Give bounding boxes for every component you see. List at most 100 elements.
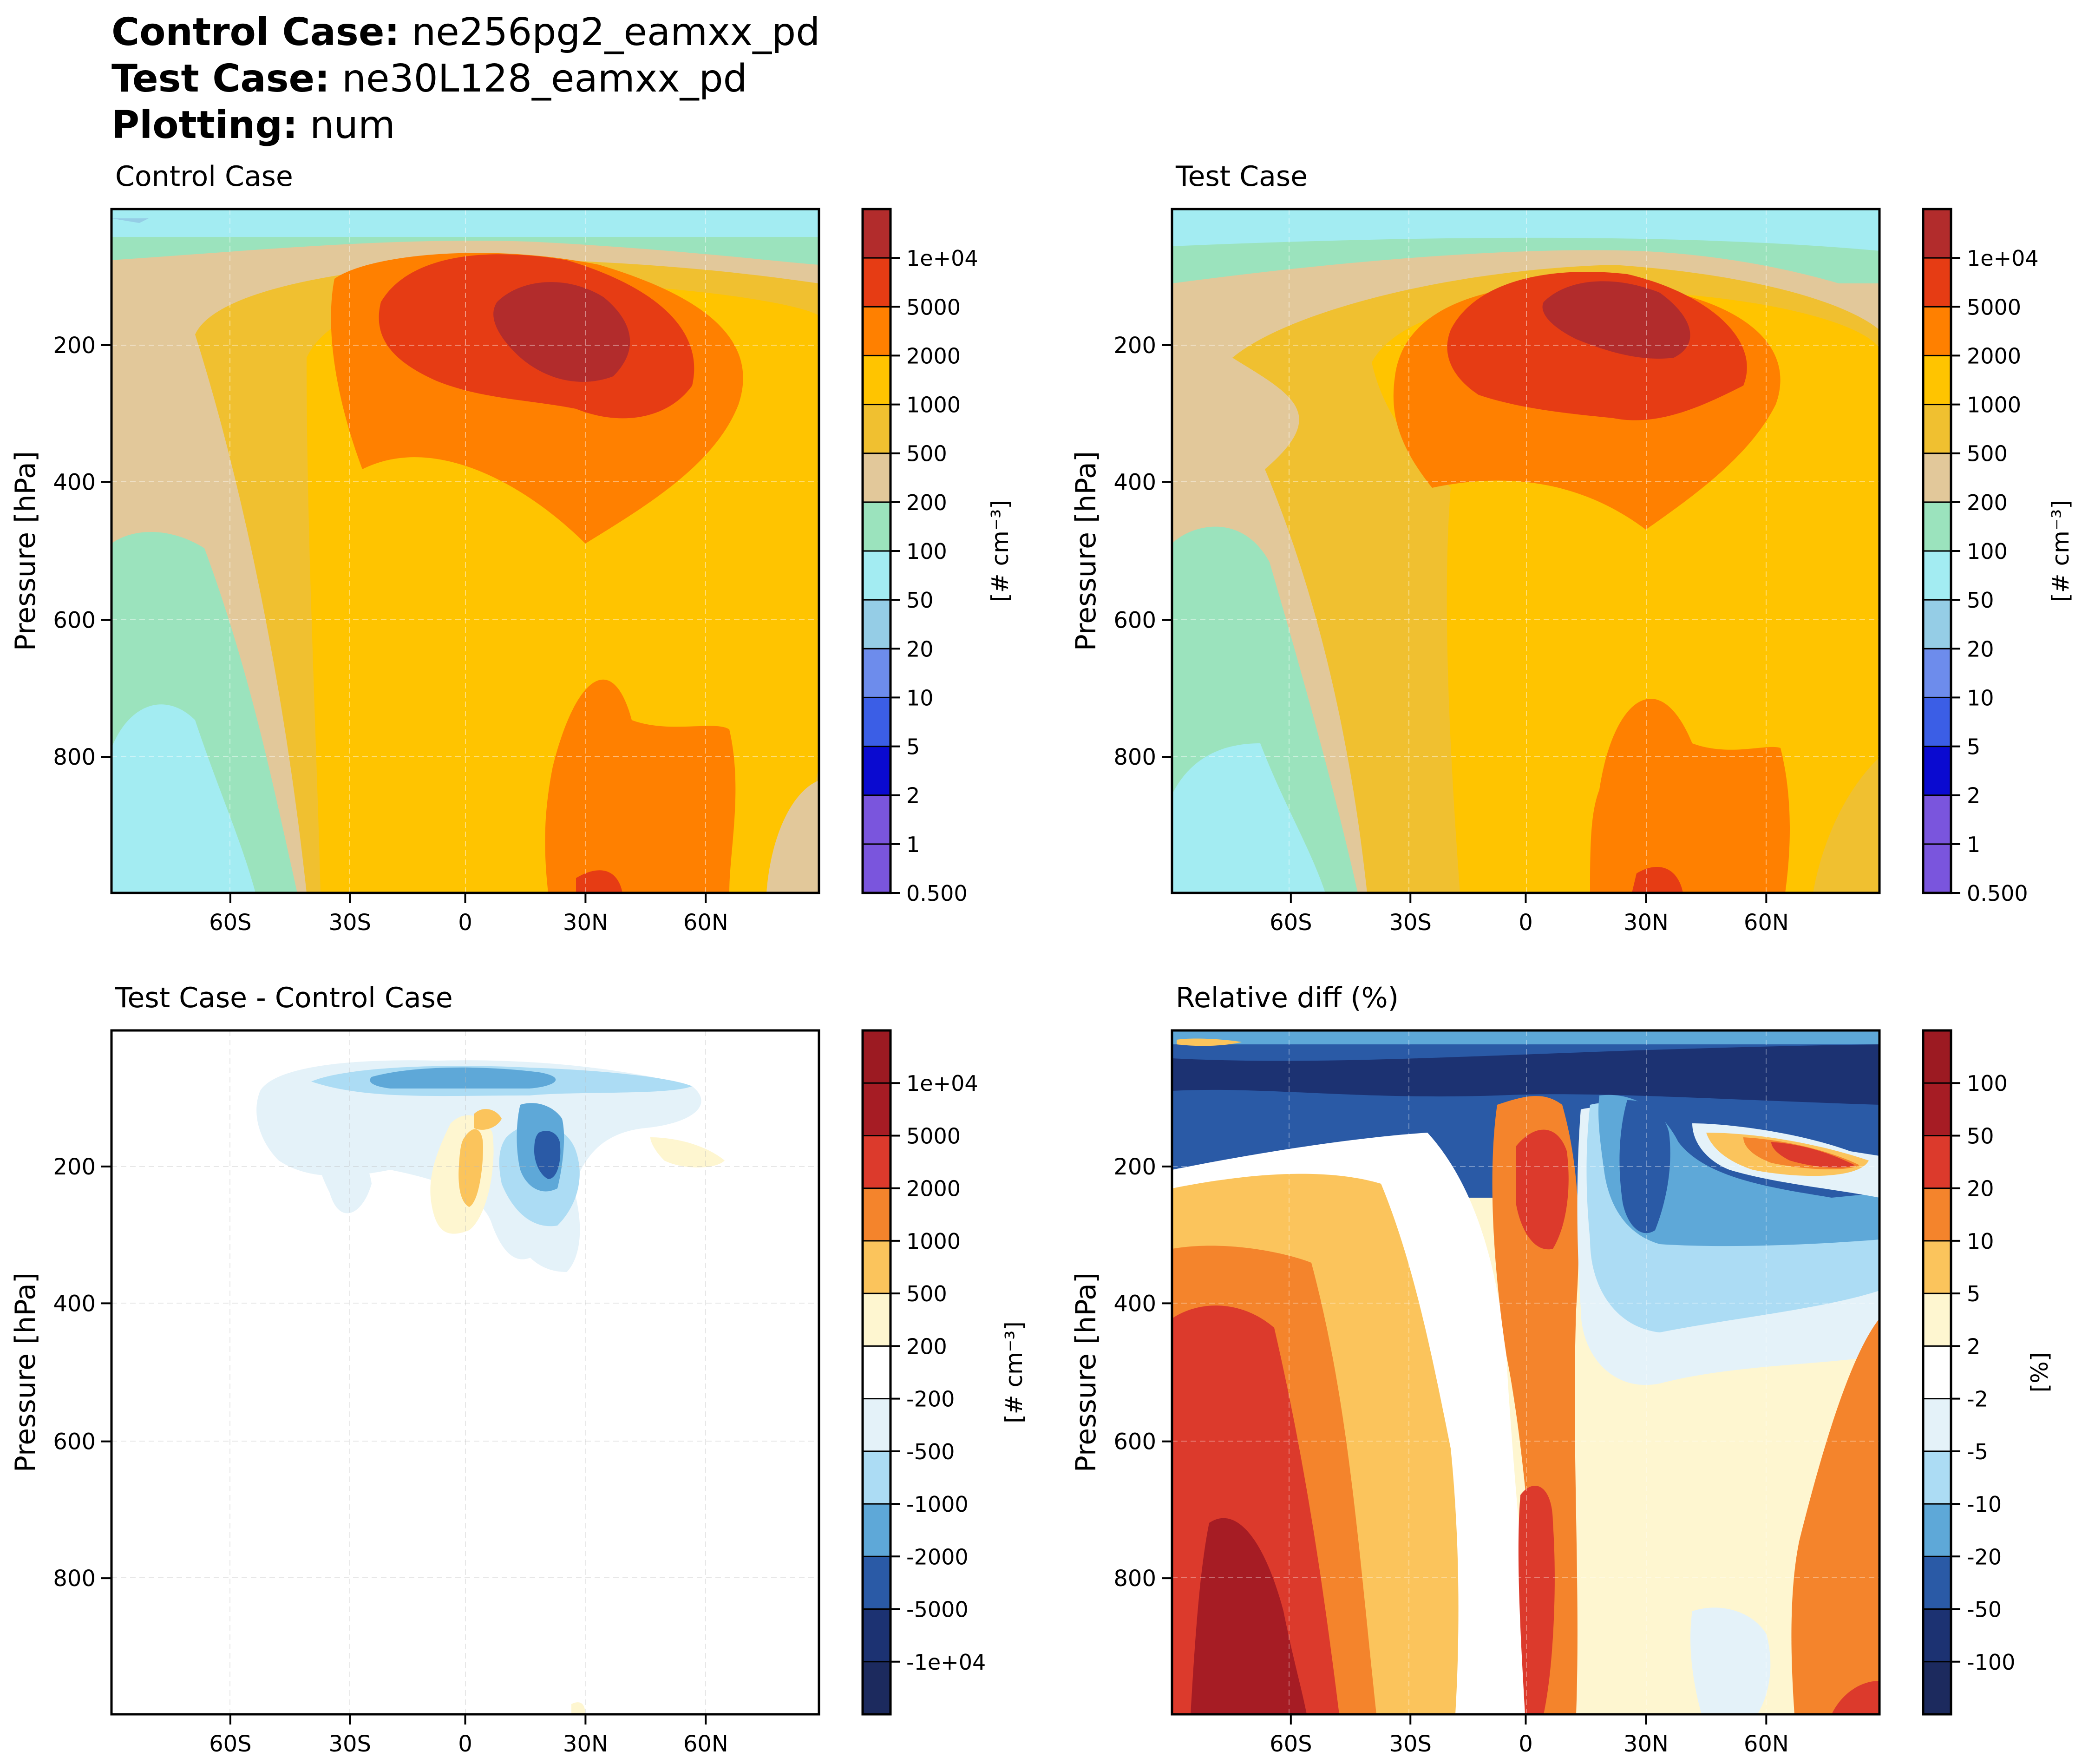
colorbar-swatch bbox=[863, 1451, 890, 1505]
colorbar-tick-label: 2000 bbox=[906, 343, 961, 368]
colorbar-swatch bbox=[863, 697, 890, 747]
y-tick-label: 600 bbox=[53, 1429, 96, 1455]
relative-diff-colorbar-label: [%] bbox=[2026, 1352, 2053, 1393]
colorbar-tick-label: 5 bbox=[906, 734, 920, 760]
colorbar-swatch bbox=[863, 746, 890, 796]
colorbar-swatch bbox=[863, 795, 890, 845]
colorbar-tick-label: -20 bbox=[1967, 1544, 2002, 1569]
colorbar-swatch bbox=[1923, 795, 1951, 845]
colorbar-tick-label: 200 bbox=[1967, 490, 2008, 515]
x-tick-label: 30S bbox=[328, 910, 371, 936]
colorbar-tick-label: 100 bbox=[906, 539, 947, 564]
colorbar-swatch bbox=[1923, 1609, 1951, 1662]
control-title: Control Case bbox=[115, 160, 293, 193]
test-yticks: 200 400 600 800 bbox=[1113, 333, 1172, 770]
colorbar-tick-label: 500 bbox=[906, 1281, 947, 1306]
x-tick-label: 60S bbox=[209, 910, 252, 936]
colorbar-tick-label: 1 bbox=[906, 832, 920, 857]
y-tick-label: 800 bbox=[53, 744, 96, 770]
colorbar-tick-label: 50 bbox=[1967, 1123, 1994, 1148]
y-tick-label: 200 bbox=[53, 1154, 96, 1180]
header-plotting-value: num bbox=[310, 103, 395, 147]
colorbar-swatch bbox=[1923, 1293, 1951, 1347]
colorbar-swatch bbox=[863, 1556, 890, 1610]
colorbar-tick-label: 2000 bbox=[906, 1176, 961, 1201]
difference-title: Test Case - Control Case bbox=[115, 982, 453, 1014]
colorbar-swatch bbox=[863, 551, 890, 601]
header-test: Test Case: ne30L128_eamxx_pd bbox=[111, 56, 747, 102]
test-gridlines bbox=[1172, 209, 1879, 893]
colorbar-swatch bbox=[1923, 844, 1951, 893]
colorbar-tick-label: 5 bbox=[1967, 734, 1980, 760]
colorbar-swatch bbox=[863, 1661, 890, 1715]
test-plot-area bbox=[1172, 209, 1879, 893]
x-tick-label: 30N bbox=[563, 1731, 608, 1757]
x-tick-label: 0 bbox=[1519, 910, 1533, 936]
colorbar-swatch bbox=[863, 1135, 890, 1189]
y-tick-label: 800 bbox=[53, 1566, 96, 1592]
colorbar-tick-label: -1000 bbox=[906, 1492, 969, 1517]
x-tick-label: 30S bbox=[328, 1731, 371, 1757]
relative-diff-colorbar: 100 50 20 10 5 2 -2 -5 -10 -20 -50 -100 bbox=[1922, 1029, 2015, 1716]
test-colorbar-label: [# cm⁻³] bbox=[2047, 500, 2074, 602]
colorbar-swatch bbox=[1923, 1451, 1951, 1505]
colorbar-tick-label: -500 bbox=[906, 1439, 955, 1464]
colorbar-swatch bbox=[1923, 1556, 1951, 1610]
test-ylabel: Pressure [hPa] bbox=[1070, 451, 1102, 651]
colorbar-tick-label: 200 bbox=[906, 490, 947, 515]
colorbar-swatch bbox=[1923, 1188, 1951, 1241]
colorbar-swatch bbox=[1923, 502, 1951, 551]
test-xticks: 60S 30S 0 30N 60N bbox=[1270, 893, 1789, 936]
panel-control: Control Case Pressure [hPa] 60S 30S 0 30N 60… bbox=[9, 160, 1014, 936]
colorbar-tick-label: 10 bbox=[1967, 685, 1994, 710]
header-control-label: Control Case: bbox=[111, 10, 400, 54]
colorbar-tick-label: 5 bbox=[1967, 1281, 1980, 1306]
colorbar-swatch bbox=[1923, 404, 1951, 454]
x-tick-label: 30N bbox=[1624, 910, 1669, 936]
y-tick-label: 400 bbox=[53, 1291, 96, 1317]
colorbar-tick-label: 100 bbox=[1967, 1071, 2008, 1096]
difference-colorbar: 1e+04 5000 2000 1000 500 200 -200 -500 -1000 -200… bbox=[861, 1029, 986, 1716]
colorbar-tick-label: -100 bbox=[1967, 1650, 2015, 1675]
relative-diff-plot-area bbox=[1172, 1030, 1879, 1714]
colorbar-tick-label: 1000 bbox=[1967, 393, 2021, 418]
colorbar-swatch bbox=[863, 600, 890, 649]
colorbar-swatch bbox=[1923, 1504, 1951, 1557]
colorbar-tick-label: 2 bbox=[1967, 783, 1980, 808]
colorbar-tick-label: 10 bbox=[906, 685, 934, 710]
control-ylabel: Pressure [hPa] bbox=[9, 451, 42, 651]
x-tick-label: 30N bbox=[1624, 1731, 1669, 1757]
difference-yticks: 200 400 600 800 bbox=[53, 1154, 111, 1592]
colorbar-swatch bbox=[1923, 258, 1951, 308]
difference-gridlines bbox=[111, 1030, 819, 1714]
header-plotting-label: Plotting: bbox=[111, 103, 298, 147]
colorbar-tick-label: 1000 bbox=[906, 393, 961, 418]
colorbar-tick-label: 5000 bbox=[1967, 295, 2021, 320]
colorbar-swatch bbox=[1923, 1135, 1951, 1189]
relative-diff-title: Relative diff (%) bbox=[1176, 982, 1399, 1014]
control-gridlines bbox=[111, 209, 819, 893]
colorbar-swatch bbox=[1923, 697, 1951, 747]
colorbar-swatch bbox=[1923, 1398, 1951, 1452]
colorbar-tick-label: 10 bbox=[1967, 1229, 1994, 1254]
colorbar-frame bbox=[1922, 1029, 1952, 1716]
colorbar-tick-label: 5000 bbox=[906, 1123, 961, 1148]
colorbar-tick-label: 500 bbox=[906, 441, 947, 466]
panel-test: Test Case Pressure [hPa] 60S 30S 0 30N 60N 2… bbox=[1070, 160, 2074, 936]
y-tick-label: 200 bbox=[53, 333, 96, 359]
colorbar-tick-label: 50 bbox=[906, 588, 934, 613]
colorbar-swatch bbox=[863, 1083, 890, 1136]
colorbar-tick-label: 1e+04 bbox=[1967, 246, 2039, 271]
colorbar-tick-label: 500 bbox=[1967, 441, 2008, 466]
y-tick-label: 600 bbox=[1113, 608, 1156, 634]
difference-ylabel: Pressure [hPa] bbox=[9, 1272, 42, 1472]
colorbar-swatch bbox=[863, 649, 890, 698]
y-tick-label: 600 bbox=[53, 608, 96, 634]
colorbar-swatch bbox=[1923, 355, 1951, 405]
x-tick-label: 60N bbox=[683, 1731, 728, 1757]
colorbar-swatch bbox=[1923, 600, 1951, 649]
x-tick-label: 30S bbox=[1389, 1731, 1432, 1757]
colorbar-swatch bbox=[863, 1188, 890, 1241]
colorbar-tick-label: -5000 bbox=[906, 1597, 969, 1622]
